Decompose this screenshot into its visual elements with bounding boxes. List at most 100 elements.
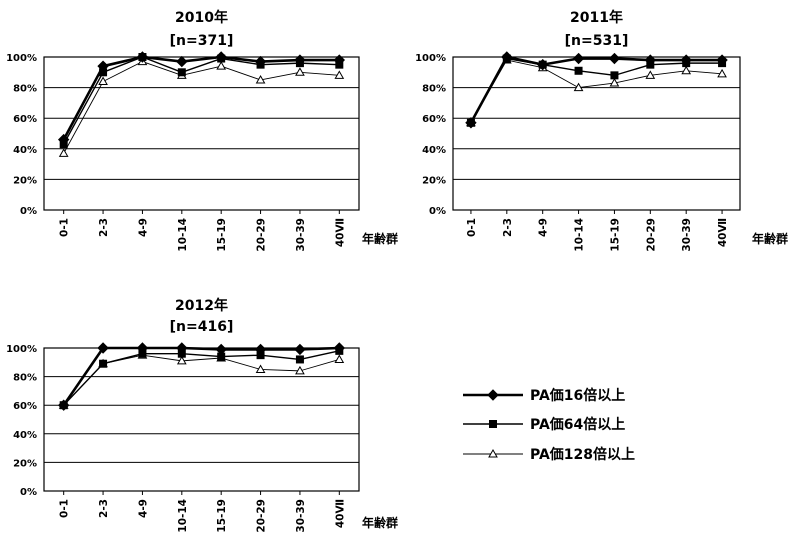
chart-title: 2011年 [570,9,623,26]
data-point [295,67,305,76]
x-tick-label: 4-9 [538,218,550,237]
y-tick-label: 60% [13,114,37,125]
y-tick-label: 20% [13,458,37,469]
data-point [333,54,346,66]
data-point [58,148,69,157]
data-point [608,52,621,65]
data-point [294,54,306,66]
chart-panel-2: 2011年 [n=531] 0% 20% 40% 60% 80% 100% 0-1 2-3 4-9 1… [415,9,788,252]
data-point [255,364,266,373]
data-point [334,70,345,79]
data-point [716,54,728,66]
data-point [645,70,656,79]
y-tick-label: 20% [13,175,37,186]
data-point [574,66,583,75]
x-tick-label: 30-39 [295,499,307,533]
data-point [717,68,727,78]
x-tick-label: 0-1 [59,218,71,237]
legend-label: PA価16倍以上 [530,387,625,404]
x-tick-label: 40Ⅶ [334,218,346,247]
y-tick-label: 20% [422,175,446,186]
x-tick-label: 15-19 [216,218,228,252]
data-point [215,343,227,356]
x-tick-label: 30-39 [681,218,693,252]
data-point [536,58,549,71]
y-tick-label: 80% [13,84,37,95]
x-tick-label: 15-19 [216,499,228,533]
data-point [176,342,188,354]
legend: PA価16倍以上 PA価64倍以上 PA価128倍以上 [463,387,635,463]
data-point [294,343,306,356]
y-tick-label: 100% [6,53,37,64]
legend-label: PA価64倍以上 [530,416,625,433]
data-point [57,133,70,146]
x-tick-label: 0-1 [466,218,478,237]
y-tick-label: 40% [13,430,37,441]
data-point [644,54,657,66]
x-tick-label: 4-9 [137,218,149,237]
data-point [97,60,109,72]
chart-subtitle: [n=531] [565,33,629,49]
x-tick-label: 2-3 [98,499,110,518]
x-tick-label: 20-29 [256,499,268,533]
x-tick-label: 0-1 [59,499,71,518]
x-tick-label: 40Ⅶ [334,499,346,528]
chart-panel-1: 2010年 [n=371] 0% 20% 40% 60% 80% 100% 0-1 2-3 4-9 1… [6,9,398,252]
legend-marker [487,389,499,401]
data-point [255,74,266,84]
data-point [609,78,620,87]
data-point [501,51,513,63]
x-axis-label: 年齢群 [362,515,398,530]
chart-subtitle: [n=371] [170,33,234,49]
y-tick-label: 0% [429,206,446,217]
y-tick-label: 100% [6,344,37,355]
data-point [97,342,109,354]
x-tick-label: 40Ⅶ [717,218,729,247]
x-tick-label: 4-9 [137,499,149,518]
plot-area [43,56,360,211]
data-point [254,343,267,356]
data-point [334,354,345,363]
x-tick-label: 2-3 [502,218,514,237]
data-point [680,54,692,66]
x-tick-label: 15-19 [609,218,621,252]
data-point [57,399,70,411]
x-axis-label: 年齢群 [752,231,788,246]
series-line-3 [470,59,723,124]
legend-marker [488,448,498,458]
data-point [176,55,188,68]
legend-label: PA価128倍以上 [530,446,635,463]
chart-subtitle: [n=416] [170,319,234,335]
data-point [216,61,227,70]
x-tick-label: 2-3 [98,218,110,237]
y-tick-label: 80% [13,373,37,384]
x-tick-label: 30-39 [295,218,307,252]
x-tick-label: 10-14 [177,499,189,533]
series-line-3 [63,61,340,154]
data-point [215,51,227,63]
data-point [136,342,149,354]
y-tick-label: 60% [422,114,446,125]
y-tick-label: 0% [20,487,37,498]
data-point [573,82,584,92]
data-point [295,355,304,364]
y-tick-label: 0% [20,206,37,217]
series-line-2 [63,350,340,406]
chart-panel-3: 2012年 [n=416] 0% 20% 40% 60% 80% 100% 0-1 2-3 4-9 1… [6,297,398,533]
y-tick-label: 40% [422,145,446,156]
data-point [610,71,619,80]
legend-marker [489,420,497,428]
plot-area [452,56,741,211]
data-point [295,365,305,375]
series-line-1 [62,55,340,141]
y-tick-label: 60% [13,401,37,412]
series-line-1 [62,346,340,406]
x-tick-label: 20-29 [645,218,657,252]
y-tick-label: 40% [13,145,37,156]
data-point [254,55,267,68]
data-point [98,76,108,85]
data-point [681,65,692,75]
data-point [572,52,585,65]
y-tick-label: 100% [415,53,446,64]
